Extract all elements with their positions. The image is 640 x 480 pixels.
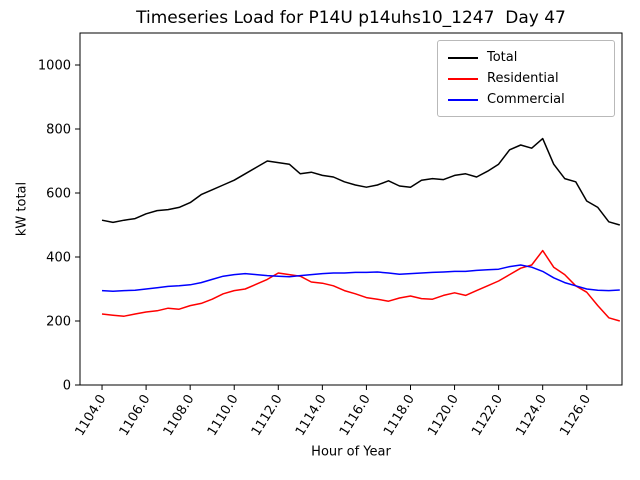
- axes-frame: [79, 32, 623, 386]
- legend-line-residential-swatch: [448, 77, 478, 80]
- x-tick-label: 1110.0: [205, 392, 242, 439]
- legend-label-residential: Residential: [487, 71, 559, 86]
- series-line-commercial: [101, 264, 620, 292]
- legend-line-total-swatch: [448, 56, 478, 59]
- legend-item-total: Total: [444, 47, 608, 68]
- legend: Total Residential Commercial: [437, 40, 615, 117]
- series-line-total: [101, 137, 621, 226]
- x-tick-label: 1126.0: [557, 392, 594, 439]
- x-tick-label: 1116.0: [337, 392, 374, 439]
- y-tick-label: 800: [46, 123, 71, 138]
- legend-label-commercial: Commercial: [487, 92, 565, 107]
- y-tick-label: 200: [46, 315, 71, 330]
- x-tick-label: 1112.0: [249, 392, 286, 439]
- legend-label-total: Total: [487, 50, 518, 65]
- y-axis-label: kW total: [14, 181, 30, 237]
- x-tick-label: 1120.0: [425, 392, 462, 439]
- series-line-residential: [101, 249, 621, 322]
- y-tick-label: 0: [63, 379, 71, 394]
- x-tick-label: 1122.0: [469, 392, 506, 439]
- x-axis-label: Hour of Year: [311, 444, 391, 460]
- x-tick-label: 1118.0: [381, 392, 418, 439]
- legend-item-commercial: Commercial: [444, 89, 608, 110]
- x-tick-label: 1124.0: [513, 392, 550, 439]
- x-tick-label: 1104.0: [73, 392, 110, 439]
- x-tick-label: 1114.0: [293, 392, 330, 439]
- chart-title: Timeseries Load for P14U p14uhs10_1247 D…: [136, 8, 566, 28]
- legend-line-commercial-swatch: [448, 98, 478, 101]
- legend-item-residential: Residential: [444, 68, 608, 89]
- x-tick-label: 1106.0: [117, 392, 154, 439]
- y-tick-label: 400: [46, 251, 71, 266]
- x-tick-label: 1108.0: [161, 392, 198, 439]
- y-tick-label: 600: [46, 187, 71, 202]
- y-tick-label: 1000: [38, 59, 71, 74]
